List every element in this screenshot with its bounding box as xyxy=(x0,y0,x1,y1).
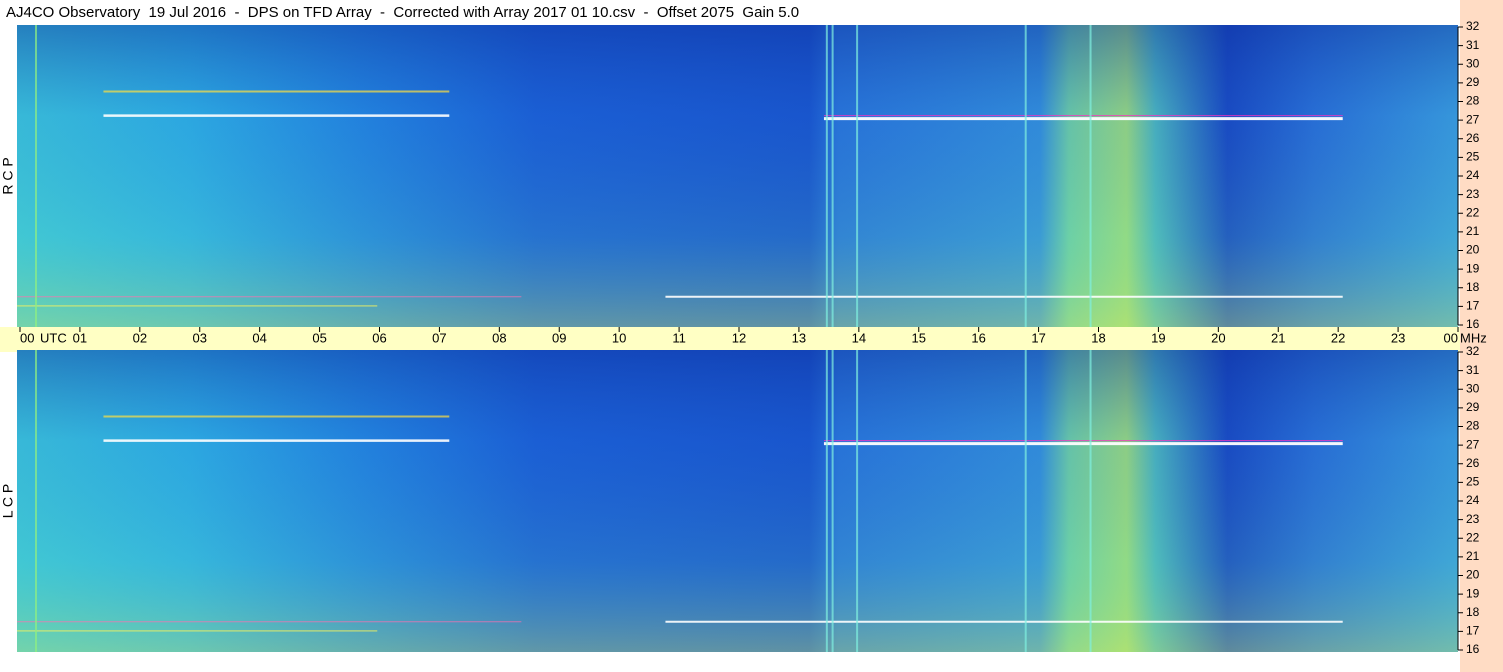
y-tick-label: 21 xyxy=(1466,224,1480,238)
x-tick-label: 12 xyxy=(732,330,746,345)
x-axis-label: UTC xyxy=(40,330,67,345)
y-tick-label: 26 xyxy=(1466,456,1480,470)
x-tick-label: 13 xyxy=(792,330,806,345)
x-tick-label: 22 xyxy=(1331,330,1345,345)
x-tick-label: 16 xyxy=(971,330,985,345)
x-tick-label: 20 xyxy=(1211,330,1225,345)
y-tick-label: 27 xyxy=(1466,437,1480,451)
x-tick-label: 18 xyxy=(1091,330,1105,345)
y-tick-label: 32 xyxy=(1466,344,1480,358)
x-tick-label: 06 xyxy=(372,330,386,345)
x-tick-label: 00 xyxy=(1444,330,1458,345)
x-tick-label: 19 xyxy=(1151,330,1165,345)
y-tick-label: 18 xyxy=(1466,280,1480,294)
x-tick-label: 08 xyxy=(492,330,506,345)
y-tick-label: 17 xyxy=(1466,299,1480,313)
x-tick-label: 09 xyxy=(552,330,566,345)
y-tick-label: 25 xyxy=(1466,475,1480,489)
panel-label: R C P xyxy=(0,157,16,194)
x-tick-label: 15 xyxy=(912,330,926,345)
title-bar xyxy=(0,0,1460,25)
y-unit-label: MHz xyxy=(1460,330,1487,345)
x-tick-label: 10 xyxy=(612,330,626,345)
y-tick-label: 19 xyxy=(1466,586,1480,600)
x-tick-label: 17 xyxy=(1031,330,1045,345)
y-tick-label: 20 xyxy=(1466,568,1480,582)
spectrogram-shade xyxy=(17,25,1458,327)
plot-layer xyxy=(17,25,1458,652)
x-tick-label: 04 xyxy=(252,330,266,345)
time-strip xyxy=(0,327,1460,352)
y-tick-label: 23 xyxy=(1466,512,1480,526)
y-tick-label: 22 xyxy=(1466,530,1480,544)
y-tick-label: 31 xyxy=(1466,38,1480,52)
panel-label: L C P xyxy=(0,484,16,519)
y-tick-label: 24 xyxy=(1466,168,1480,182)
y-tick-label: 29 xyxy=(1466,75,1480,89)
axis-strip xyxy=(1460,0,1503,672)
x-tick-label: 14 xyxy=(852,330,866,345)
y-tick-label: 24 xyxy=(1466,493,1480,507)
x-tick-label: 01 xyxy=(73,330,87,345)
x-tick-label: 00 xyxy=(20,330,34,345)
spectrogram-shade xyxy=(17,350,1458,652)
y-tick-label: 23 xyxy=(1466,187,1480,201)
y-tick-label: 26 xyxy=(1466,131,1480,145)
x-tick-label: 07 xyxy=(432,330,446,345)
y-tick-label: 22 xyxy=(1466,205,1480,219)
chart-title: AJ4CO Observatory 19 Jul 2016 - DPS on T… xyxy=(6,4,799,21)
y-tick-label: 21 xyxy=(1466,549,1480,563)
x-tick-label: 03 xyxy=(193,330,207,345)
y-tick-label: 25 xyxy=(1466,150,1480,164)
y-tick-label: 31 xyxy=(1466,363,1480,377)
y-tick-label: 20 xyxy=(1466,243,1480,257)
y-tick-label: 28 xyxy=(1466,94,1480,108)
y-tick-label: 30 xyxy=(1466,56,1480,70)
x-tick-label: 23 xyxy=(1391,330,1405,345)
y-tick-label: 29 xyxy=(1466,400,1480,414)
y-tick-label: 17 xyxy=(1466,624,1480,638)
y-tick-label: 16 xyxy=(1466,642,1480,656)
y-tick-label: 32 xyxy=(1466,19,1480,33)
y-tick-label: 16 xyxy=(1466,317,1480,331)
x-tick-label: 02 xyxy=(133,330,147,345)
y-tick-label: 19 xyxy=(1466,261,1480,275)
x-tick-label: 21 xyxy=(1271,330,1285,345)
x-tick-label: 05 xyxy=(312,330,326,345)
x-tick-label: 11 xyxy=(672,330,686,345)
y-tick-label: 30 xyxy=(1466,381,1480,395)
y-tick-label: 27 xyxy=(1466,112,1480,126)
y-tick-label: 18 xyxy=(1466,605,1480,619)
y-tick-label: 28 xyxy=(1466,419,1480,433)
